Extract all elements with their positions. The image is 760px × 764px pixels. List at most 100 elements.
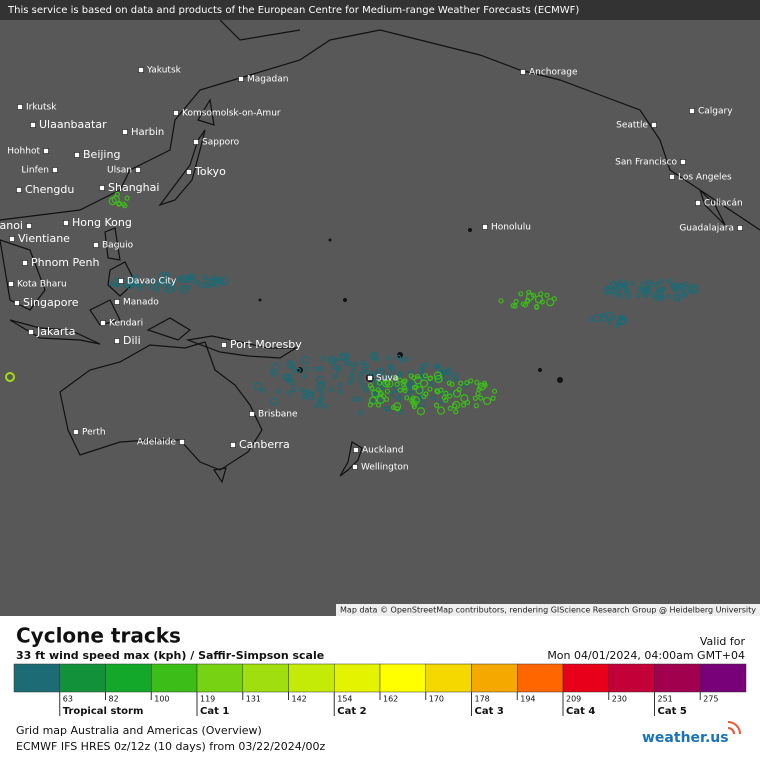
footer-line2: ECMWF IFS HRES 0z/12z (10 days) from 03/… [16, 740, 326, 753]
track-point [397, 387, 403, 393]
city-label: Shanghai [108, 181, 159, 194]
scale-tick-label: 131 [246, 695, 261, 704]
city-marker [737, 225, 743, 231]
city-marker [17, 104, 23, 110]
city-marker [179, 439, 185, 445]
track-point [165, 285, 174, 294]
track-point [253, 382, 262, 391]
track-point [375, 402, 382, 408]
track-point [435, 363, 441, 369]
track-point [512, 303, 518, 309]
city-marker [135, 167, 141, 173]
track-point [464, 399, 471, 406]
category-label: Tropical storm [63, 706, 144, 717]
track-point [520, 301, 526, 307]
track-point [376, 367, 385, 376]
city-marker [30, 122, 36, 128]
track-point [351, 365, 357, 371]
track-point [657, 291, 663, 297]
track-point [382, 379, 391, 388]
city-label: Hong Kong [72, 216, 132, 229]
scale-tick-label: 100 [154, 695, 169, 704]
track-point [468, 378, 474, 384]
track-point [433, 363, 439, 369]
track-point [460, 402, 467, 408]
city-marker [114, 299, 120, 305]
track-point [397, 371, 403, 377]
scale-tick-label: 82 [109, 695, 119, 704]
track-point [191, 274, 197, 280]
track-point [623, 288, 629, 294]
city-marker [100, 320, 106, 326]
scale-swatch [608, 663, 655, 693]
city-marker [16, 187, 22, 193]
track-point [490, 395, 496, 401]
city-marker [43, 148, 49, 154]
track-point [140, 281, 147, 287]
city-label: Singapore [23, 296, 79, 309]
track-point [416, 407, 426, 416]
track-point [629, 280, 635, 286]
city-label: Suva [376, 374, 398, 384]
track-point [647, 279, 653, 285]
track-point [419, 364, 425, 370]
track-point [642, 293, 649, 299]
track-point [682, 292, 688, 298]
track-point [195, 280, 201, 286]
city-label: Ulsan [107, 166, 132, 176]
header-bar [0, 0, 760, 20]
track-point [689, 283, 698, 293]
track-point [328, 387, 335, 393]
track-point [453, 409, 459, 415]
track-point [655, 281, 661, 287]
scale-tick-label: 275 [703, 695, 718, 704]
track-point [447, 405, 453, 411]
track-point [301, 373, 307, 379]
track-point [338, 388, 344, 395]
track-point [546, 298, 555, 307]
logo: weather.us [642, 730, 729, 746]
city-label: Honolulu [491, 223, 531, 233]
track-point [428, 381, 435, 387]
city-label: Phnom Penh [31, 256, 99, 269]
track-point [158, 272, 167, 281]
track-point [128, 280, 134, 286]
track-point [121, 201, 127, 207]
city-label: Perth [82, 428, 106, 438]
track-point [375, 387, 381, 393]
track-point [615, 289, 621, 296]
city-marker [99, 185, 105, 191]
track-point [544, 292, 550, 298]
track-point [391, 390, 400, 399]
track-point [593, 314, 602, 323]
track-point [434, 388, 440, 394]
track-point [270, 397, 279, 406]
track-point [318, 396, 324, 402]
track-point [458, 380, 464, 386]
track-point [316, 375, 325, 384]
track-point [403, 356, 410, 362]
city-marker [138, 67, 144, 73]
city-marker [118, 278, 124, 284]
track-point [373, 377, 379, 383]
scale-tick-label: 251 [658, 695, 673, 704]
map-background [0, 0, 760, 616]
track-point [359, 360, 366, 366]
city-label: Sapporo [202, 138, 240, 148]
track-point [377, 390, 384, 396]
city-label: Adelaide [137, 438, 176, 448]
notice: This service is based on data and produc… [7, 5, 579, 16]
category-label: Cat 4 [566, 706, 595, 717]
scale-tick-label: 170 [429, 695, 444, 704]
track-point [460, 394, 469, 403]
track-point [318, 365, 324, 372]
track-point [114, 282, 121, 288]
track-point [286, 377, 292, 384]
track-point [352, 396, 358, 402]
track-point [442, 372, 452, 381]
track-point [617, 293, 624, 299]
city-label: Culiacán [704, 199, 743, 209]
track-point [607, 319, 613, 326]
track-point [526, 292, 535, 301]
city-label: Harbin [131, 127, 164, 138]
